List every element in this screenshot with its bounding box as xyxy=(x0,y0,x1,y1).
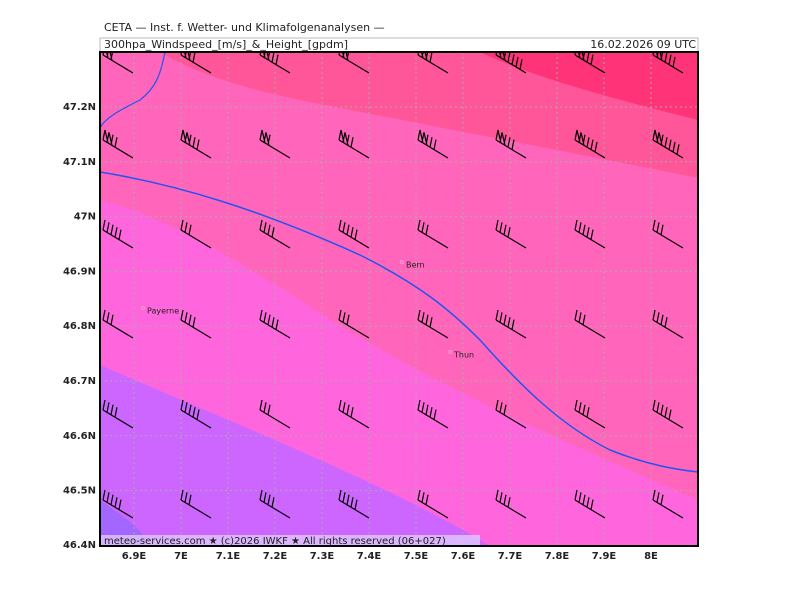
wind-barb xyxy=(102,129,134,159)
wind-barb xyxy=(574,52,606,74)
wind-barb xyxy=(417,489,449,519)
wind-barb xyxy=(180,129,212,159)
lon-label: 6.9E xyxy=(122,551,147,562)
wind-barb xyxy=(495,52,527,74)
wind-barb xyxy=(495,399,527,429)
field-band xyxy=(480,52,698,120)
axis-labels: 47.2N 47.1N 47N 46.9N 46.8N 46.7N 46.6N 46.5N 46… xyxy=(63,102,658,562)
lon-label: 7.3E xyxy=(310,551,335,562)
header-date: 16.02.2026 09 UTC xyxy=(590,38,696,51)
wind-barb xyxy=(180,219,212,249)
wind-barb xyxy=(102,309,134,339)
lon-label: 7.8E xyxy=(545,551,570,562)
wind-barb xyxy=(338,309,370,339)
wind-barb xyxy=(495,219,527,249)
wind-barb xyxy=(574,399,606,429)
wind-barb xyxy=(417,52,449,74)
wind-barb xyxy=(417,399,449,429)
field-band xyxy=(160,52,698,178)
header-subtitle: 300hpa_Windspeed_[m/s]_&_Height_[gpdm] xyxy=(104,38,348,51)
map-area: Bern Payerne Thun meteo-services.com ★ (c)… xyxy=(100,52,698,547)
lat-label: 47.1N xyxy=(63,157,96,168)
field-band xyxy=(100,500,150,546)
wind-barb xyxy=(417,309,449,339)
wind-barb xyxy=(495,129,527,159)
wind-barb xyxy=(652,129,684,159)
wind-barb xyxy=(180,52,212,74)
lon-label: 8E xyxy=(644,551,658,562)
wind-barb xyxy=(102,399,134,429)
footer-bar xyxy=(100,535,480,546)
wind-barbs: Bern Payerne Thun xyxy=(102,52,684,519)
wind-barb xyxy=(180,309,212,339)
wind-barb xyxy=(180,489,212,519)
field-band xyxy=(100,365,490,546)
wind-barb xyxy=(338,129,370,159)
lat-label: 46.4N xyxy=(63,540,96,551)
wind-barb xyxy=(102,219,134,249)
city-label: Bern xyxy=(406,261,425,270)
lon-label: 7.7E xyxy=(498,551,523,562)
height-contour xyxy=(100,171,698,473)
wind-barb xyxy=(417,219,449,249)
wind-barb xyxy=(259,399,291,429)
wind-barb xyxy=(259,309,291,339)
wind-barb xyxy=(574,219,606,249)
city-marker xyxy=(448,350,452,354)
city-marker xyxy=(400,260,404,264)
wind-barb xyxy=(652,399,684,429)
wind-barb xyxy=(495,309,527,339)
wind-barb xyxy=(338,219,370,249)
wind-barb xyxy=(574,129,606,159)
height-contour xyxy=(100,52,166,129)
wind-barb xyxy=(259,52,291,74)
wind-barb xyxy=(338,399,370,429)
wind-barb xyxy=(495,489,527,519)
lon-label: 7.4E xyxy=(357,551,382,562)
wind-barb xyxy=(652,219,684,249)
wind-barb xyxy=(259,219,291,249)
wind-barb xyxy=(338,52,370,74)
lat-label: 47.2N xyxy=(63,102,96,113)
lon-label: 7.5E xyxy=(404,551,429,562)
wind-barb xyxy=(652,489,684,519)
header-title: CETA — Inst. f. Wetter- und Klimafolgena… xyxy=(104,21,385,34)
lat-label: 47N xyxy=(74,212,96,223)
footer-text: meteo-services.com ★ (c)2026 IWKF ★ All … xyxy=(104,536,446,547)
lon-label: 7.9E xyxy=(592,551,617,562)
map-frame xyxy=(99,51,699,547)
wind-barb xyxy=(338,489,370,519)
lat-label: 46.7N xyxy=(63,376,96,387)
wind-barb xyxy=(574,309,606,339)
lat-label: 46.9N xyxy=(63,266,96,277)
graticule xyxy=(100,52,698,546)
city-marker xyxy=(141,306,145,310)
lon-label: 7E xyxy=(174,551,188,562)
wind-barb xyxy=(652,309,684,339)
wind-barb xyxy=(102,489,134,519)
city-label: Payerne xyxy=(147,307,179,316)
wind-barb xyxy=(652,52,684,74)
wind-barb xyxy=(417,129,449,159)
wind-barb xyxy=(259,129,291,159)
lat-label: 46.8N xyxy=(63,321,96,332)
city-label: Thun xyxy=(453,351,474,360)
lon-label: 7.1E xyxy=(216,551,241,562)
lat-label: 46.5N xyxy=(63,486,96,497)
wind-barb xyxy=(180,399,212,429)
lon-label: 7.2E xyxy=(263,551,288,562)
wind-barb xyxy=(259,489,291,519)
lon-label: 7.6E xyxy=(451,551,476,562)
lat-label: 46.6N xyxy=(63,431,96,442)
wind-barb xyxy=(574,489,606,519)
wind-barb xyxy=(102,52,134,74)
